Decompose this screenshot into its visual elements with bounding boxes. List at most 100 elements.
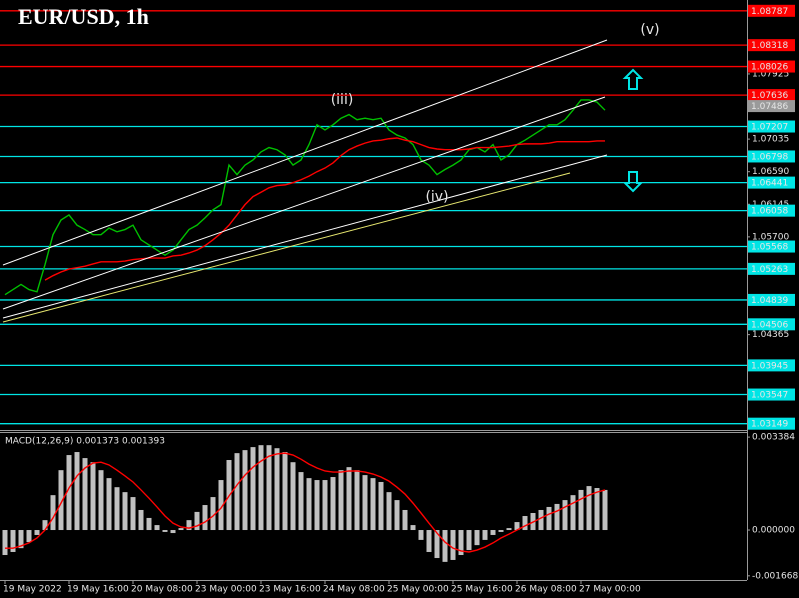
histogram-bar xyxy=(450,530,456,560)
histogram-bar xyxy=(410,525,416,531)
level-label-box xyxy=(748,120,795,133)
histogram-bar xyxy=(314,480,320,531)
x-tick-label: 20 May 08:00 xyxy=(131,585,193,595)
histogram-bar xyxy=(10,530,16,552)
histogram-bar xyxy=(538,509,544,531)
y-tick-label: 0.000000 xyxy=(752,526,795,536)
chart-title: EUR/USD, 1h xyxy=(18,4,149,29)
histogram-bar xyxy=(170,530,176,534)
histogram-bar xyxy=(602,489,608,531)
level-label: 1.08026 xyxy=(751,63,788,73)
histogram-bar xyxy=(298,472,304,531)
x-tick-label: 26 May 08:00 xyxy=(515,585,577,595)
histogram-bar xyxy=(282,452,288,531)
wave-label: (iv) xyxy=(425,189,448,205)
y-tick-label: 1.07925 xyxy=(752,69,789,79)
histogram-bar xyxy=(82,458,88,531)
histogram-bar xyxy=(378,481,384,531)
level-label: 1.06798 xyxy=(751,152,788,162)
histogram-bar xyxy=(58,470,64,531)
histogram-bar xyxy=(90,462,96,531)
level-label-box xyxy=(748,240,795,253)
histogram-bar xyxy=(322,480,328,531)
y-tick-label: 1.07035 xyxy=(752,135,789,145)
histogram-bar xyxy=(202,505,208,531)
histogram-bar xyxy=(266,445,272,531)
histogram-bar xyxy=(274,448,280,531)
histogram-bar xyxy=(546,506,552,531)
histogram-bar xyxy=(154,525,160,531)
histogram-bar xyxy=(2,530,8,556)
current-price-box xyxy=(748,100,795,113)
level-label-box xyxy=(748,359,795,372)
level-label-box xyxy=(748,318,795,331)
histogram-bar xyxy=(106,478,112,531)
histogram-bar xyxy=(586,486,592,531)
trend-lines xyxy=(2,39,608,323)
plot-layer: 1.079251.070351.065901.061451.057001.043… xyxy=(0,4,798,595)
histogram-bar xyxy=(18,530,24,549)
channel-line xyxy=(2,39,608,266)
histogram-bar xyxy=(434,530,440,559)
x-tick-label: 23 May 00:00 xyxy=(195,585,257,595)
level-label-box xyxy=(748,204,795,217)
x-tick-label: 23 May 16:00 xyxy=(259,585,321,595)
series-line xyxy=(5,452,606,553)
histogram-bar xyxy=(234,453,240,531)
histogram-bar xyxy=(354,470,360,531)
histogram-bar xyxy=(122,492,128,531)
x-tick-label: 25 May 00:00 xyxy=(387,585,449,595)
histogram-bar xyxy=(554,503,560,531)
level-label: 1.07207 xyxy=(751,123,788,133)
series-line xyxy=(44,137,605,281)
level-label-box xyxy=(748,417,795,430)
level-label-box xyxy=(748,388,795,401)
histogram-bar xyxy=(346,467,352,531)
histogram-bar xyxy=(74,452,80,531)
histogram-bar xyxy=(442,530,448,562)
histogram-bar xyxy=(178,528,184,531)
channel-line xyxy=(2,96,606,310)
level-label-box xyxy=(748,262,795,275)
level-label: 1.07636 xyxy=(751,91,788,101)
histogram-bar xyxy=(130,497,136,531)
histogram-bar xyxy=(370,478,376,531)
level-label-box xyxy=(748,176,795,189)
histogram-bar xyxy=(426,530,432,552)
y-tick-label: 0.003384 xyxy=(752,433,795,443)
histogram-bar xyxy=(418,530,424,540)
level-label: 1.05568 xyxy=(751,243,788,253)
histogram-bar xyxy=(498,530,504,532)
x-tick-label: 27 May 00:00 xyxy=(579,585,641,595)
frame xyxy=(0,0,748,581)
histogram-bar xyxy=(138,509,144,531)
histogram-bar xyxy=(250,447,256,531)
histogram-bar xyxy=(194,511,200,531)
histogram-bar xyxy=(186,520,192,531)
histogram-bar xyxy=(490,530,496,535)
channel-line xyxy=(2,154,608,319)
trend-line xyxy=(2,172,571,323)
indicator-label: MACD(12,26,9) 0.001373 0.001393 xyxy=(5,437,165,447)
wave-label: (iii) xyxy=(331,92,354,108)
x-tick-label: 24 May 08:00 xyxy=(323,585,385,595)
histogram-bar xyxy=(458,530,464,556)
level-label: 1.04839 xyxy=(751,296,788,306)
up-arrow xyxy=(622,68,644,90)
histogram-bar xyxy=(330,477,336,531)
histogram-bar xyxy=(42,520,48,531)
histogram-bar xyxy=(114,487,120,531)
y-tick-label: 1.06590 xyxy=(752,167,789,177)
histogram-bar xyxy=(34,530,40,535)
x-tick-label: 19 May 2022 xyxy=(3,585,62,595)
histogram-bar xyxy=(578,489,584,531)
histogram-bar xyxy=(562,500,568,531)
histogram-bar xyxy=(570,495,576,531)
histogram-bar xyxy=(466,530,472,551)
histogram-bar xyxy=(162,530,168,532)
histogram-bar xyxy=(98,470,104,531)
level-label-box xyxy=(748,150,795,163)
down-arrow xyxy=(622,171,644,193)
current-price-label: 1.07486 xyxy=(751,102,788,112)
histogram-bar xyxy=(210,497,216,531)
